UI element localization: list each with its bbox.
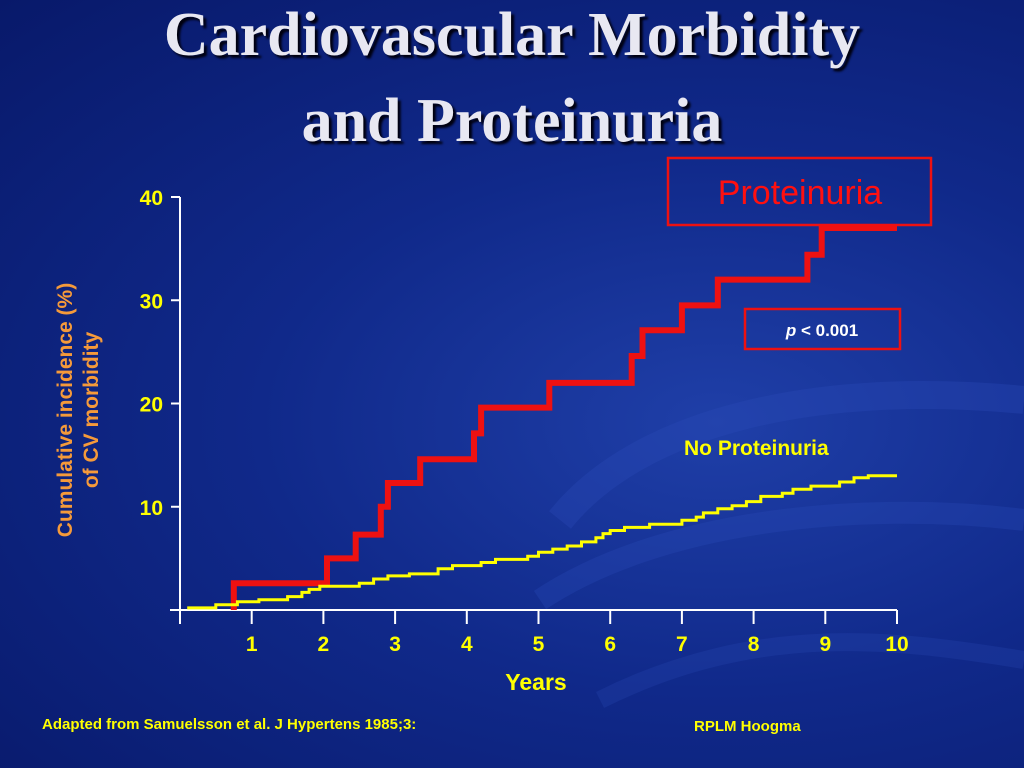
citation-footnote: Adapted from Samuelsson et al. J Hyperte…	[42, 716, 417, 733]
author-footnote: RPLM Hoogma	[694, 718, 801, 735]
p-value-box: p < 0.001	[743, 307, 902, 351]
y-axis-title-line1: Cumulative incidence (%)	[54, 283, 77, 537]
x-tick-label: 4	[461, 633, 473, 656]
slide-title: Cardiovascular Morbidity and Proteinuria	[0, 0, 1024, 164]
y-tick-label: 40	[140, 187, 163, 210]
p-value-box-border	[743, 307, 902, 351]
y-axis-title: Cumulative incidence (%) of CV morbidity	[54, 283, 103, 537]
proteinuria-box-border	[666, 156, 933, 227]
x-tick-label: 7	[676, 633, 688, 656]
x-axis-title: Years	[505, 669, 566, 695]
slide-title-line1: Cardiovascular Morbidity	[163, 1, 861, 69]
p-value-symbol: p	[785, 321, 796, 340]
x-tick-label: 9	[819, 633, 831, 656]
x-tick-label: 1	[246, 633, 258, 656]
y-tick-label: 20	[140, 394, 163, 417]
y-tick-label: 30	[140, 290, 163, 313]
slide-title-line2: and Proteinuria	[301, 87, 723, 155]
proteinuria-legend-box: Proteinuria	[666, 156, 933, 227]
x-tick-label: 8	[748, 633, 760, 656]
x-tick-label: 6	[604, 633, 616, 656]
chart-series	[187, 225, 897, 610]
x-tick-label: 10	[885, 633, 908, 656]
x-tick-label: 5	[533, 633, 545, 656]
proteinuria-box-label: Proteinuria	[718, 174, 883, 212]
y-tick-label: 10	[140, 497, 163, 520]
x-tick-label: 3	[389, 633, 401, 656]
p-value-text: p < 0.001	[785, 321, 858, 340]
no-proteinuria-series-line	[187, 474, 897, 610]
chart-axes: 10 20 30 40 1 2 3 4 5 6 7 8 9 10	[140, 187, 909, 656]
p-value-number: < 0.001	[796, 321, 858, 340]
no-proteinuria-label: No Proteinuria	[684, 437, 829, 460]
x-tick-label: 2	[318, 633, 330, 656]
y-axis-title-line2: of CV morbidity	[80, 332, 103, 489]
proteinuria-series-line	[230, 225, 897, 610]
